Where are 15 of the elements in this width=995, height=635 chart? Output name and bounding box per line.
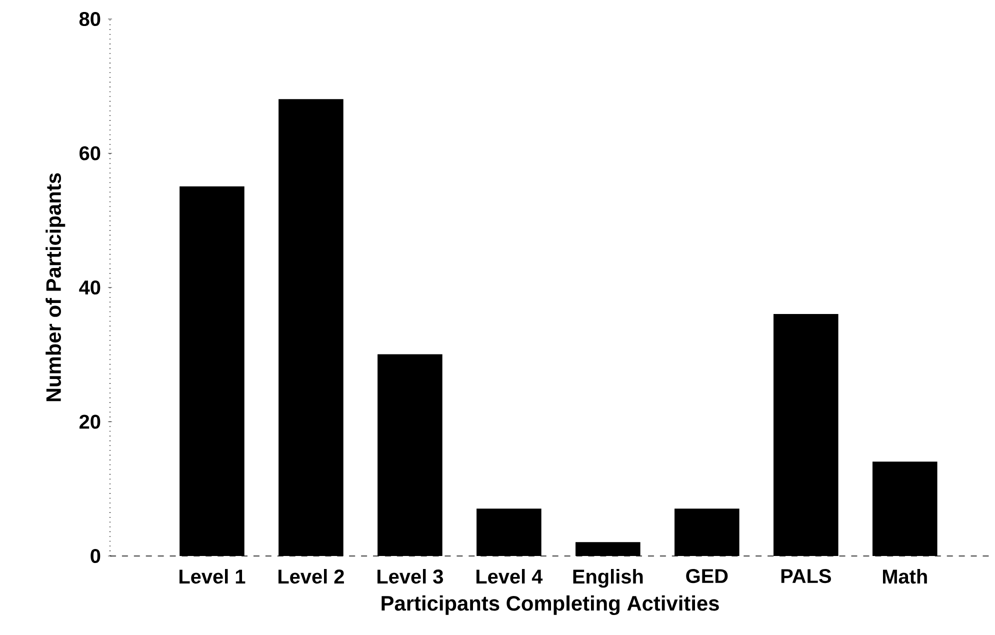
y-axis-title: Number of Participants <box>46 173 66 402</box>
y-tick-label: 20 <box>80 414 100 429</box>
y-tick-label: 40 <box>79 280 100 295</box>
x-tick-label: Level 1 <box>180 569 246 584</box>
x-tick-label: GED <box>686 569 728 584</box>
x-tick-label: Level 2 <box>278 569 344 584</box>
y-tick-label: 0 <box>90 548 100 564</box>
x-axis-title: Participants Completing Activities <box>382 595 719 615</box>
x-tick-label: Level 4 <box>476 569 543 584</box>
x-tick-label: Level 3 <box>378 569 444 584</box>
x-tick-label: PALS <box>781 569 831 584</box>
x-tick-label: Math <box>882 569 927 584</box>
y-tick-label: 80 <box>79 12 100 26</box>
y-tick-label: 60 <box>80 146 100 160</box>
x-tick-label: English <box>573 569 643 588</box>
